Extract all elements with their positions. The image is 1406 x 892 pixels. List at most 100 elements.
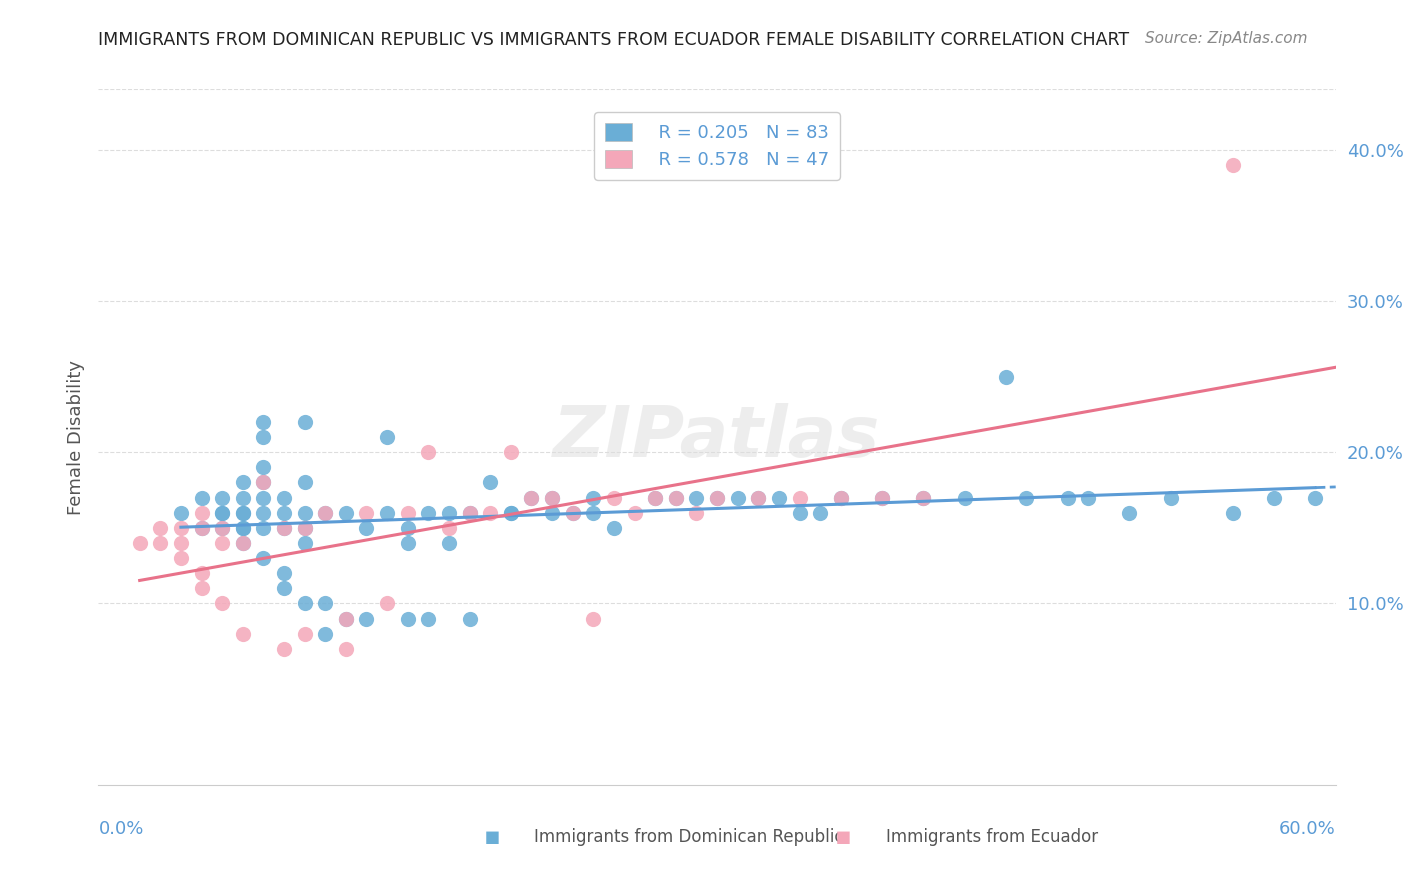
Point	[912, 491, 935, 505]
Point	[190, 521, 212, 535]
Point	[644, 491, 666, 505]
Point	[294, 506, 316, 520]
Text: ▪: ▪	[835, 825, 852, 848]
Point	[211, 521, 233, 535]
Point	[1118, 506, 1140, 520]
Point	[582, 611, 605, 625]
Point	[499, 506, 522, 520]
Point	[128, 536, 150, 550]
Point	[499, 445, 522, 459]
Point	[396, 611, 419, 625]
Point	[706, 491, 728, 505]
Point	[252, 415, 274, 429]
Point	[747, 491, 769, 505]
Text: 0.0%: 0.0%	[98, 820, 143, 838]
Point	[623, 506, 645, 520]
Point	[541, 491, 564, 505]
Point	[252, 460, 274, 475]
Point	[314, 626, 336, 640]
Point	[211, 506, 233, 520]
Point	[789, 491, 811, 505]
Point	[437, 506, 460, 520]
Text: Source: ZipAtlas.com: Source: ZipAtlas.com	[1144, 31, 1308, 46]
Point	[294, 597, 316, 611]
Point	[870, 491, 893, 505]
Point	[499, 506, 522, 520]
Point	[458, 506, 481, 520]
Point	[211, 491, 233, 505]
Point	[252, 521, 274, 535]
Point	[232, 521, 254, 535]
Text: IMMIGRANTS FROM DOMINICAN REPUBLIC VS IMMIGRANTS FROM ECUADOR FEMALE DISABILITY : IMMIGRANTS FROM DOMINICAN REPUBLIC VS IM…	[98, 31, 1129, 49]
Point	[170, 536, 193, 550]
Point	[190, 582, 212, 596]
Point	[1056, 491, 1078, 505]
Point	[561, 506, 583, 520]
Point	[232, 475, 254, 490]
Point	[830, 491, 852, 505]
Point	[211, 536, 233, 550]
Text: Immigrants from Dominican Republic: Immigrants from Dominican Republic	[534, 828, 844, 846]
Point	[396, 521, 419, 535]
Point	[232, 506, 254, 520]
Point	[252, 430, 274, 444]
Point	[396, 506, 419, 520]
Point	[375, 430, 398, 444]
Point	[727, 491, 749, 505]
Point	[541, 506, 564, 520]
Point	[479, 506, 502, 520]
Point	[561, 506, 583, 520]
Point	[437, 536, 460, 550]
Point	[314, 597, 336, 611]
Point	[273, 582, 295, 596]
Point	[190, 521, 212, 535]
Text: Immigrants from Ecuador: Immigrants from Ecuador	[886, 828, 1098, 846]
Point	[335, 506, 357, 520]
Point	[273, 566, 295, 581]
Point	[294, 475, 316, 490]
Text: ▪: ▪	[484, 825, 501, 848]
Point	[685, 506, 707, 520]
Point	[294, 626, 316, 640]
Point	[190, 566, 212, 581]
Point	[252, 475, 274, 490]
Point	[479, 475, 502, 490]
Point	[232, 491, 254, 505]
Point	[418, 611, 440, 625]
Point	[335, 611, 357, 625]
Point	[396, 536, 419, 550]
Point	[582, 506, 605, 520]
Point	[211, 506, 233, 520]
Point	[211, 597, 233, 611]
Point	[273, 521, 295, 535]
Text: 60.0%: 60.0%	[1279, 820, 1336, 838]
Point	[273, 641, 295, 656]
Point	[232, 536, 254, 550]
Point	[665, 491, 688, 505]
Point	[190, 491, 212, 505]
Point	[603, 491, 626, 505]
Point	[314, 506, 336, 520]
Point	[170, 506, 193, 520]
Point	[375, 597, 398, 611]
Point	[273, 491, 295, 505]
Point	[232, 521, 254, 535]
Point	[252, 475, 274, 490]
Point	[1160, 491, 1182, 505]
Point	[294, 521, 316, 535]
Point	[789, 506, 811, 520]
Point	[994, 369, 1017, 384]
Point	[541, 491, 564, 505]
Point	[149, 536, 172, 550]
Point	[252, 491, 274, 505]
Point	[603, 521, 626, 535]
Point	[335, 641, 357, 656]
Text: ZIPatlas: ZIPatlas	[554, 402, 880, 472]
Point	[252, 551, 274, 566]
Point	[294, 536, 316, 550]
Legend:   R = 0.205   N = 83,   R = 0.578   N = 47: R = 0.205 N = 83, R = 0.578 N = 47	[595, 112, 839, 179]
Point	[644, 491, 666, 505]
Point	[294, 415, 316, 429]
Point	[1222, 506, 1244, 520]
Point	[232, 506, 254, 520]
